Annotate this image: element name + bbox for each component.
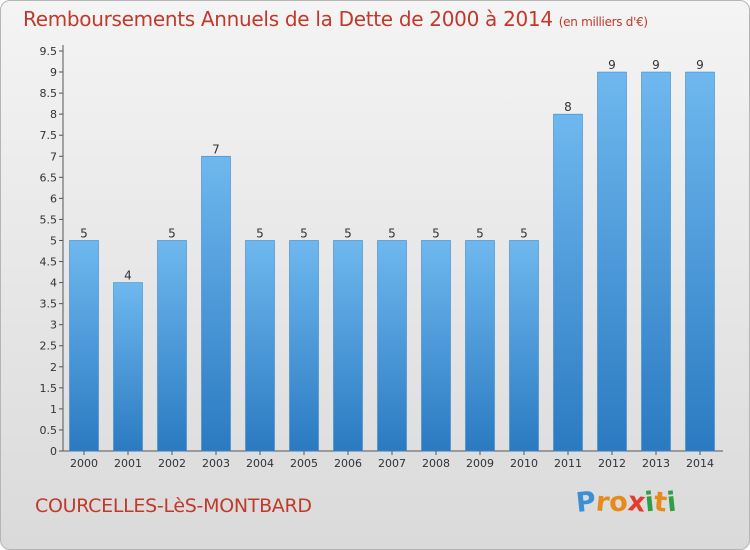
bar (685, 71, 715, 452)
x-tick-label: 2002 (158, 457, 186, 470)
x-tick-label: 2007 (378, 457, 406, 470)
bar (201, 155, 231, 452)
x-tick-label: 2013 (642, 457, 670, 470)
x-tick-label: 2004 (246, 457, 274, 470)
bar (245, 240, 275, 452)
y-tick-label: 1 (50, 403, 57, 416)
y-tick-label: 4 (50, 277, 57, 290)
data-label: 5 (80, 226, 88, 240)
x-tick-label: 2009 (466, 457, 494, 470)
x-tick-label: 2006 (334, 457, 362, 470)
x-tick-label: 2008 (422, 457, 450, 470)
bar (377, 240, 407, 452)
proxiti-logo: Proxiti (574, 486, 679, 519)
bar (553, 113, 583, 452)
data-label: 9 (652, 58, 660, 72)
data-label: 5 (300, 226, 308, 240)
y-tick-label: 2.5 (40, 340, 58, 353)
y-tick-label: 1.5 (40, 382, 58, 395)
y-tick-label: 3 (50, 319, 57, 332)
y-tick-label: 7.5 (40, 129, 58, 142)
x-tick-label: 2001 (114, 457, 142, 470)
y-tick-label: 9 (50, 66, 57, 79)
bar (289, 240, 319, 452)
y-tick-label: 0.5 (40, 424, 58, 437)
bar (509, 240, 539, 452)
data-label: 5 (168, 226, 176, 240)
x-tick-label: 2014 (686, 457, 714, 470)
bar (113, 282, 143, 452)
y-tick-label: 5.5 (40, 213, 58, 226)
data-label: 5 (344, 226, 352, 240)
y-tick-label: 9.5 (40, 45, 58, 58)
y-tick-label: 7 (50, 150, 57, 163)
y-tick-label: 4.5 (40, 256, 58, 269)
data-label: 7 (212, 142, 220, 156)
data-label: 8 (564, 100, 572, 114)
bar (69, 240, 99, 452)
x-tick-label: 2000 (70, 457, 98, 470)
y-tick-label: 8.5 (40, 87, 58, 100)
y-tick-label: 2 (50, 361, 57, 374)
data-label: 4 (124, 269, 132, 283)
x-tick-label: 2011 (554, 457, 582, 470)
bar (157, 240, 187, 452)
location-label: COURCELLES-LèS-MONTBARD (35, 495, 312, 517)
title-text: Remboursements Annuels de la Dette de 20… (23, 7, 553, 31)
y-tick-label: 6 (50, 192, 57, 205)
bar (333, 240, 363, 452)
data-label: 5 (520, 226, 528, 240)
bar (421, 240, 451, 452)
y-tick-label: 8 (50, 108, 57, 121)
bar (641, 71, 671, 452)
data-label: 9 (608, 58, 616, 72)
data-label: 5 (476, 226, 484, 240)
logo-letter: i (665, 486, 679, 519)
bar (597, 71, 627, 452)
data-label: 5 (256, 226, 264, 240)
x-tick-label: 2003 (202, 457, 230, 470)
bar (465, 240, 495, 452)
chart-title: Remboursements Annuels de la Dette de 20… (23, 7, 648, 31)
data-label: 9 (696, 58, 704, 72)
unit-text: (en milliers d'€) (558, 15, 648, 29)
y-tick-label: 6.5 (40, 171, 58, 184)
x-tick-label: 2010 (510, 457, 538, 470)
x-tick-label: 2005 (290, 457, 318, 470)
x-tick-label: 2012 (598, 457, 626, 470)
y-tick-label: 3.5 (40, 298, 58, 311)
data-label: 5 (388, 226, 396, 240)
data-label: 5 (432, 226, 440, 240)
y-tick-label: 0 (50, 445, 57, 458)
y-tick-label: 5 (50, 234, 57, 247)
